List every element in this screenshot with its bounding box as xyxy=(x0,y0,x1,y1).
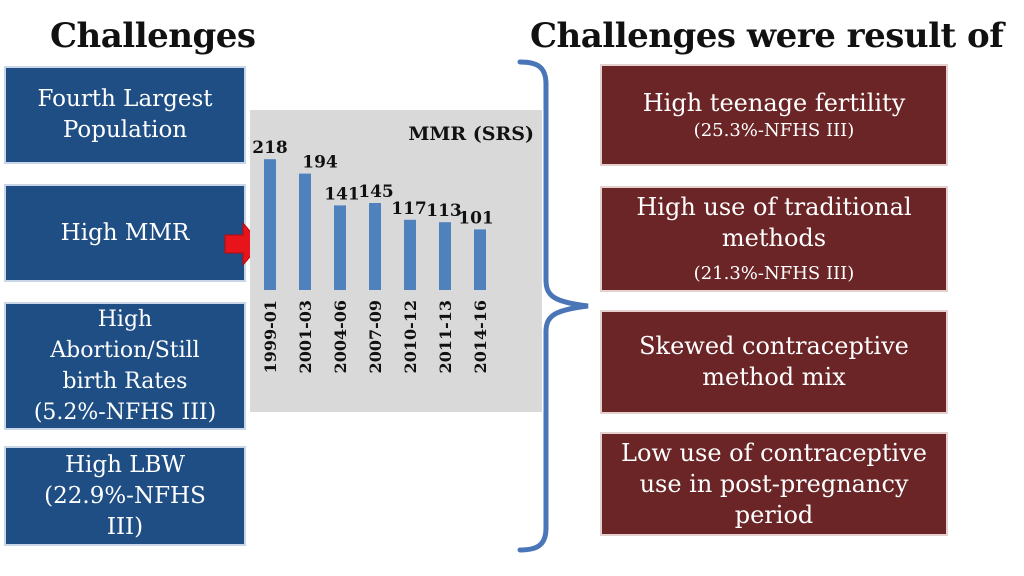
box-line: High MMR xyxy=(60,219,190,246)
chart-title: MMR (SRS) xyxy=(408,123,534,145)
value-label: 145 xyxy=(358,182,394,202)
right-heading: Challenges were result of xyxy=(530,16,1004,56)
cause-box-post-pregnancy: Low use of contraceptive use in post-pre… xyxy=(600,432,948,536)
bar-2011-13 xyxy=(439,222,451,290)
bar-2010-12 xyxy=(404,219,416,290)
bar-2007-09 xyxy=(369,203,381,290)
tick-label: 2011-13 xyxy=(436,300,455,373)
box-line: period xyxy=(734,500,814,529)
box-subtext: (21.3%-NFHS III) xyxy=(693,263,855,284)
box-line: High LBW xyxy=(64,451,186,478)
tick-label: 1999-01 xyxy=(261,300,280,373)
box-line: High xyxy=(97,307,153,332)
box-line: III) xyxy=(106,513,144,540)
value-label: 218 xyxy=(252,138,288,158)
cause-box-traditional-methods: High use of traditional methods (21.3%-N… xyxy=(600,186,948,292)
value-label: 101 xyxy=(458,208,494,228)
value-label: 117 xyxy=(391,199,427,219)
tick-label: 2010-12 xyxy=(401,300,420,373)
left-heading: Challenges xyxy=(50,16,256,56)
challenge-box-population: Fourth Largest Population xyxy=(4,66,246,164)
challenge-box-abortion: High Abortion/Still birth Rates (5.2%-NF… xyxy=(4,302,246,430)
tick-label: 2004-06 xyxy=(331,300,350,373)
box-line: use in post-pregnancy xyxy=(639,469,909,498)
box-line: Low use of contraceptive xyxy=(621,438,927,467)
cause-box-teenage-fertility: High teenage fertility (25.3%-NFHS III) xyxy=(600,64,948,166)
box-line: (22.9%-NFHS xyxy=(44,482,206,509)
box-line: birth Rates xyxy=(62,369,188,394)
box-line: Population xyxy=(62,117,188,143)
box-line: methods xyxy=(721,224,827,252)
bar-2014-16 xyxy=(474,229,486,290)
right-curly-brace-icon xyxy=(517,59,589,553)
box-line: (5.2%-NFHS III) xyxy=(33,400,217,425)
tick-label: 2001-03 xyxy=(296,300,315,373)
tick-label: 2007-09 xyxy=(366,300,385,373)
box-line: Skewed contraceptive xyxy=(639,332,909,360)
value-label: 113 xyxy=(426,201,462,221)
box-subtext: (25.3%-NFHS III) xyxy=(693,119,855,141)
value-label: 141 xyxy=(324,184,360,204)
challenge-box-lbw: High LBW (22.9%-NFHS III) xyxy=(4,446,246,546)
bar-2001-03 xyxy=(299,173,311,290)
box-line: High teenage fertility xyxy=(642,88,906,117)
tick-label: 2014-16 xyxy=(471,300,490,373)
box-line: Abortion/Still xyxy=(50,338,200,363)
cause-box-method-mix: Skewed contraceptive method mix xyxy=(600,310,948,414)
box-line: High use of traditional xyxy=(636,193,912,221)
bar-1999-01 xyxy=(264,159,276,290)
challenge-box-mmr: High MMR xyxy=(4,184,246,282)
box-line: Fourth Largest xyxy=(37,86,213,112)
bar-2004-06 xyxy=(334,205,346,290)
value-label: 194 xyxy=(302,153,338,173)
box-line: method mix xyxy=(702,363,846,391)
chart-background xyxy=(250,110,542,412)
